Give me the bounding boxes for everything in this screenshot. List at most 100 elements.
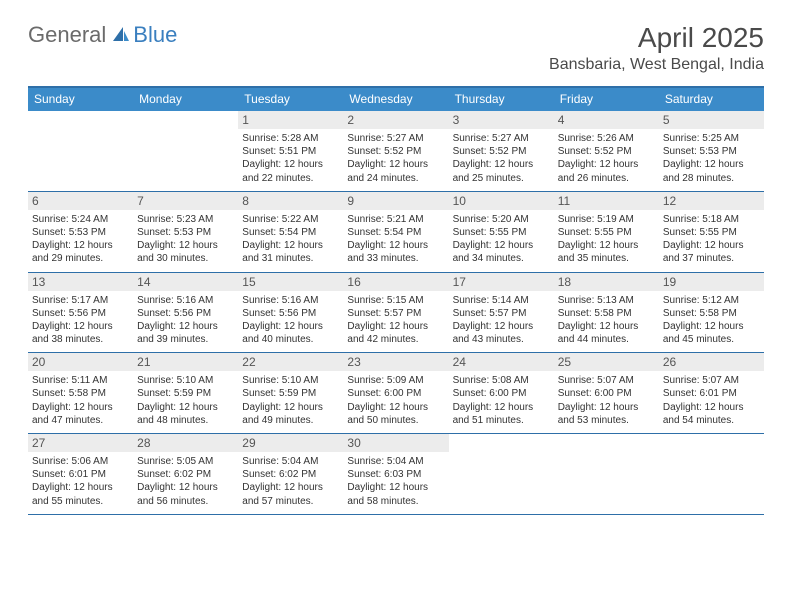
day-number: 10	[449, 192, 554, 210]
daylight-text: Daylight: 12 hours and 56 minutes.	[137, 481, 234, 507]
sunrise-text: Sunrise: 5:07 AM	[558, 374, 655, 387]
day-number: 30	[343, 434, 448, 452]
day-cell: .	[554, 434, 659, 514]
sunset-text: Sunset: 5:59 PM	[242, 387, 339, 400]
day-cell: 13Sunrise: 5:17 AMSunset: 5:56 PMDayligh…	[28, 273, 133, 353]
day-cell: 4Sunrise: 5:26 AMSunset: 5:52 PMDaylight…	[554, 111, 659, 191]
day-cell: 25 Sunrise: 5:07 AMSunset: 6:00 PMDayligh…	[554, 353, 659, 433]
day-cell: 15Sunrise: 5:16 AMSunset: 5:56 PMDayligh…	[238, 273, 343, 353]
day-number: 25	[554, 353, 659, 371]
sunrise-text: Sunrise: 5:07 AM	[663, 374, 760, 387]
sunrise-text: Sunrise: 5:11 AM	[32, 374, 129, 387]
sunset-text: Sunset: 5:58 PM	[32, 387, 129, 400]
sunrise-text: Sunrise: 5:23 AM	[137, 213, 234, 226]
title-block: April 2025 Bansbaria, West Bengal, India	[549, 22, 764, 74]
day-number: 18	[554, 273, 659, 291]
day-cell: 26Sunrise: 5:07 AMSunset: 6:01 PMDayligh…	[659, 353, 764, 433]
day-cell: .	[133, 111, 238, 191]
sunset-text: Sunset: 5:54 PM	[242, 226, 339, 239]
dow-tuesday: Tuesday	[238, 88, 343, 111]
daylight-text: Daylight: 12 hours and 53 minutes.	[558, 401, 655, 427]
sunrise-text: Sunrise: 5:27 AM	[347, 132, 444, 145]
sunset-text: Sunset: 5:58 PM	[558, 307, 655, 320]
sunset-text: Sunset: 5:57 PM	[347, 307, 444, 320]
week-row: 13Sunrise: 5:17 AMSunset: 5:56 PMDayligh…	[28, 273, 764, 354]
sunset-text: Sunset: 5:52 PM	[453, 145, 550, 158]
dow-thursday: Thursday	[449, 88, 554, 111]
sunrise-text: Sunrise: 5:28 AM	[242, 132, 339, 145]
daylight-text: Daylight: 12 hours and 47 minutes.	[32, 401, 129, 427]
daylight-text: Daylight: 12 hours and 43 minutes.	[453, 320, 550, 346]
sunrise-text: Sunrise: 5:17 AM	[32, 294, 129, 307]
day-number: 22	[238, 353, 343, 371]
day-cell: 14Sunrise: 5:16 AMSunset: 5:56 PMDayligh…	[133, 273, 238, 353]
sunset-text: Sunset: 5:55 PM	[663, 226, 760, 239]
day-cell: 16 Sunrise: 5:15 AMSunset: 5:57 PMDayligh…	[343, 273, 448, 353]
day-cell: 17Sunrise: 5:14 AMSunset: 5:57 PMDayligh…	[449, 273, 554, 353]
day-cell: 9Sunrise: 5:21 AMSunset: 5:54 PMDaylight…	[343, 192, 448, 272]
sunset-text: Sunset: 5:53 PM	[137, 226, 234, 239]
sunrise-text: Sunrise: 5:27 AM	[453, 132, 550, 145]
sunrise-text: Sunrise: 5:26 AM	[558, 132, 655, 145]
day-cell: .	[449, 434, 554, 514]
week-row: 20Sunrise: 5:11 AMSunset: 5:58 PMDayligh…	[28, 353, 764, 434]
daylight-text: Daylight: 12 hours and 55 minutes.	[32, 481, 129, 507]
daylight-text: Daylight: 12 hours and 51 minutes.	[453, 401, 550, 427]
day-cell: 22Sunrise: 5:10 AMSunset: 5:59 PMDayligh…	[238, 353, 343, 433]
day-number: 12	[659, 192, 764, 210]
day-cell: 6Sunrise: 5:24 AMSunset: 5:53 PMDaylight…	[28, 192, 133, 272]
sunset-text: Sunset: 5:58 PM	[663, 307, 760, 320]
day-number: 20	[28, 353, 133, 371]
day-cell: 5Sunrise: 5:25 AMSunset: 5:53 PMDaylight…	[659, 111, 764, 191]
sunrise-text: Sunrise: 5:05 AM	[137, 455, 234, 468]
sunrise-text: Sunrise: 5:04 AM	[242, 455, 339, 468]
daylight-text: Daylight: 12 hours and 57 minutes.	[242, 481, 339, 507]
dow-sunday: Sunday	[28, 88, 133, 111]
daylight-text: Daylight: 12 hours and 22 minutes.	[242, 158, 339, 184]
month-title: April 2025	[549, 22, 764, 54]
daylight-text: Daylight: 12 hours and 37 minutes.	[663, 239, 760, 265]
sunset-text: Sunset: 6:01 PM	[32, 468, 129, 481]
daylight-text: Daylight: 12 hours and 45 minutes.	[663, 320, 760, 346]
sunset-text: Sunset: 6:00 PM	[558, 387, 655, 400]
sunrise-text: Sunrise: 5:12 AM	[663, 294, 760, 307]
logo: General Blue	[28, 22, 177, 48]
sunrise-text: Sunrise: 5:15 AM	[347, 294, 444, 307]
day-cell: 3Sunrise: 5:27 AMSunset: 5:52 PMDaylight…	[449, 111, 554, 191]
day-cell: 8Sunrise: 5:22 AMSunset: 5:54 PMDaylight…	[238, 192, 343, 272]
sunrise-text: Sunrise: 5:16 AM	[242, 294, 339, 307]
daylight-text: Daylight: 12 hours and 44 minutes.	[558, 320, 655, 346]
week-row: 27Sunrise: 5:06 AMSunset: 6:01 PMDayligh…	[28, 434, 764, 515]
daylight-text: Daylight: 12 hours and 48 minutes.	[137, 401, 234, 427]
day-number: 9	[343, 192, 448, 210]
sunrise-text: Sunrise: 5:10 AM	[137, 374, 234, 387]
daylight-text: Daylight: 12 hours and 50 minutes.	[347, 401, 444, 427]
daylight-text: Daylight: 12 hours and 30 minutes.	[137, 239, 234, 265]
daylight-text: Daylight: 12 hours and 35 minutes.	[558, 239, 655, 265]
sunrise-text: Sunrise: 5:19 AM	[558, 213, 655, 226]
day-cell: 20 Sunrise: 5:11 AMSunset: 5:58 PMDayligh…	[28, 353, 133, 433]
day-number: 19	[659, 273, 764, 291]
daylight-text: Daylight: 12 hours and 42 minutes.	[347, 320, 444, 346]
daylight-text: Daylight: 12 hours and 31 minutes.	[242, 239, 339, 265]
location: Bansbaria, West Bengal, India	[549, 56, 764, 74]
sunset-text: Sunset: 5:52 PM	[558, 145, 655, 158]
day-cell: 10Sunrise: 5:20 AMSunset: 5:55 PMDayligh…	[449, 192, 554, 272]
day-cell: 2Sunrise: 5:27 AMSunset: 5:52 PMDaylight…	[343, 111, 448, 191]
daylight-text: Daylight: 12 hours and 49 minutes.	[242, 401, 339, 427]
sunrise-text: Sunrise: 5:20 AM	[453, 213, 550, 226]
sunrise-text: Sunrise: 5:14 AM	[453, 294, 550, 307]
sunrise-text: Sunrise: 5:18 AM	[663, 213, 760, 226]
day-cell: 19 Sunrise: 5:12 AMSunset: 5:58 PMDayligh…	[659, 273, 764, 353]
sunset-text: Sunset: 5:54 PM	[347, 226, 444, 239]
dow-monday: Monday	[133, 88, 238, 111]
day-number: 29	[238, 434, 343, 452]
sunrise-text: Sunrise: 5:04 AM	[347, 455, 444, 468]
sunset-text: Sunset: 5:57 PM	[453, 307, 550, 320]
sunset-text: Sunset: 6:02 PM	[242, 468, 339, 481]
daylight-text: Daylight: 12 hours and 40 minutes.	[242, 320, 339, 346]
day-number: 26	[659, 353, 764, 371]
day-number: 16	[343, 273, 448, 291]
daylight-text: Daylight: 12 hours and 38 minutes.	[32, 320, 129, 346]
daylight-text: Daylight: 12 hours and 34 minutes.	[453, 239, 550, 265]
